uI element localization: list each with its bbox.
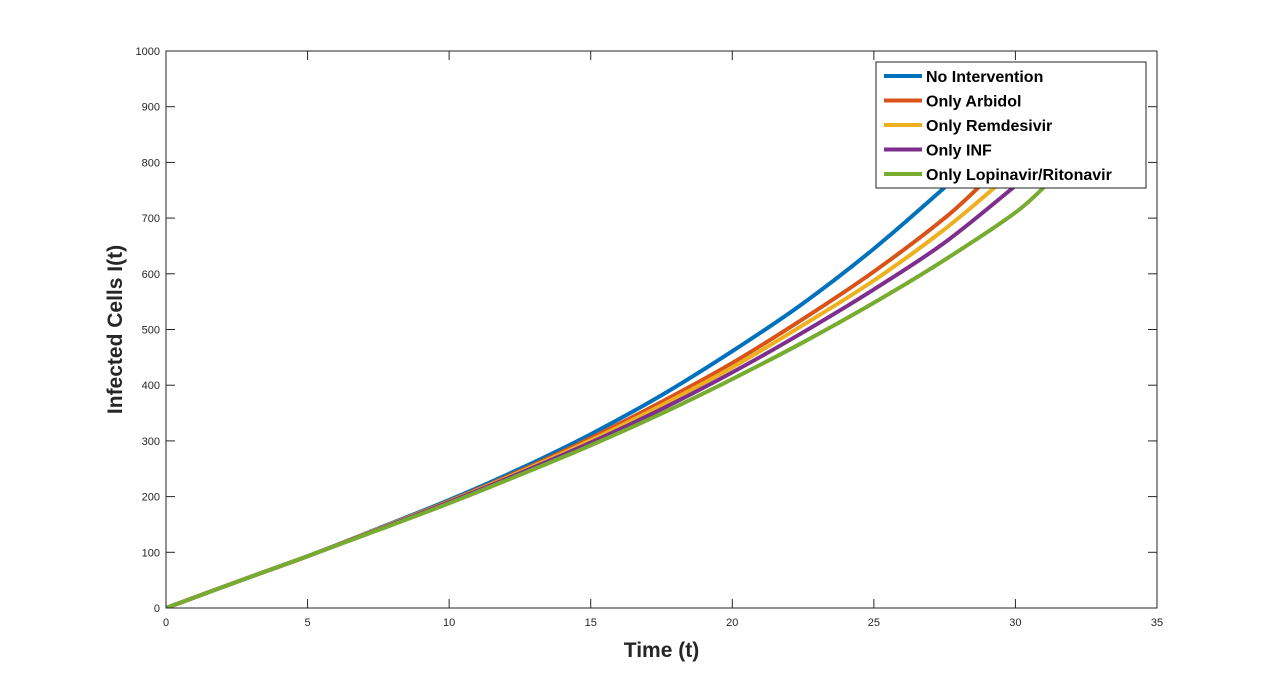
series-layer [166,177,1051,608]
y-tick-label: 200 [142,492,160,504]
y-tick-label: 800 [142,157,160,169]
x-tick-label: 30 [1009,617,1021,629]
x-axis-title: Time (t) [624,639,699,662]
series-line-only-lopinavir-ritonavir [166,180,1051,608]
y-tick-label: 600 [142,269,160,281]
x-tick-label: 10 [443,617,455,629]
y-tick-label: 1000 [136,46,160,58]
x-tick-label: 0 [163,617,169,629]
legend-label-only-arbidol: Only Arbidol [926,94,1021,111]
y-tick-label: 400 [142,380,160,392]
y-tick-label: 0 [154,603,160,615]
legend-label-only-remdesivir: Only Remdesivir [926,118,1052,135]
x-tick-label: 15 [585,617,597,629]
y-tick-label: 100 [142,547,160,559]
y-axis-title: Infected Cells I(t) [104,245,127,414]
tick-layer: 0 5 10 15 20 25 30 35 0 100 200 300 400 500 600 700 800 9… [136,46,1164,629]
legend-label-no-intervention: No Intervention [926,69,1043,86]
legend: No Intervention Only Arbidol Only Remdesiv… [875,61,1147,189]
legend-label-only-inf: Only INF [926,143,992,160]
legend-label-only-lopinavir-ritonavir: Only Lopinavir/Ritonavir [926,167,1112,184]
y-tick-label: 700 [142,213,160,225]
y-tick-label: 300 [142,436,160,448]
x-tick-label: 35 [1151,617,1163,629]
x-tick-label: 5 [305,617,311,629]
y-tick-label: 900 [142,102,160,114]
x-tick-label: 20 [726,617,738,629]
y-tick-label: 500 [142,325,160,337]
x-tick-label: 25 [868,617,880,629]
